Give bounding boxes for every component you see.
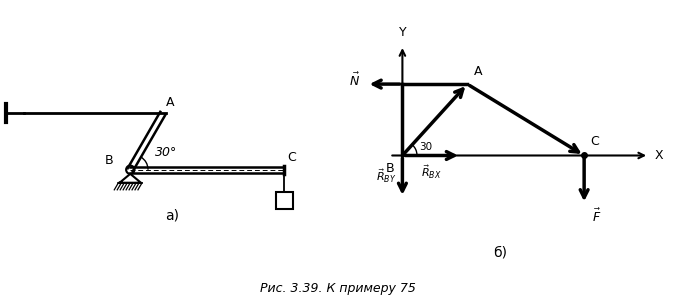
Text: C: C <box>287 151 296 164</box>
Text: $\vec{R}_{BY}$: $\vec{R}_{BY}$ <box>375 168 396 185</box>
Text: C: C <box>591 135 599 148</box>
Text: A: A <box>474 65 483 77</box>
Text: б): б) <box>493 245 507 259</box>
Text: $\vec{N}$: $\vec{N}$ <box>349 72 360 89</box>
Text: B: B <box>105 154 114 167</box>
Text: Y: Y <box>399 26 406 39</box>
Text: $\vec{R}_{BX}$: $\vec{R}_{BX}$ <box>421 163 442 181</box>
Text: а): а) <box>165 209 179 223</box>
Text: X: X <box>654 149 663 162</box>
Text: A: A <box>166 96 174 108</box>
Bar <box>276 192 292 209</box>
Text: $\vec{F}$: $\vec{F}$ <box>592 207 601 225</box>
Text: B: B <box>386 162 395 175</box>
Text: 30°: 30° <box>155 146 178 159</box>
Text: 30: 30 <box>419 142 433 152</box>
Text: Рис. 3.39. К примеру 75: Рис. 3.39. К примеру 75 <box>260 282 415 295</box>
